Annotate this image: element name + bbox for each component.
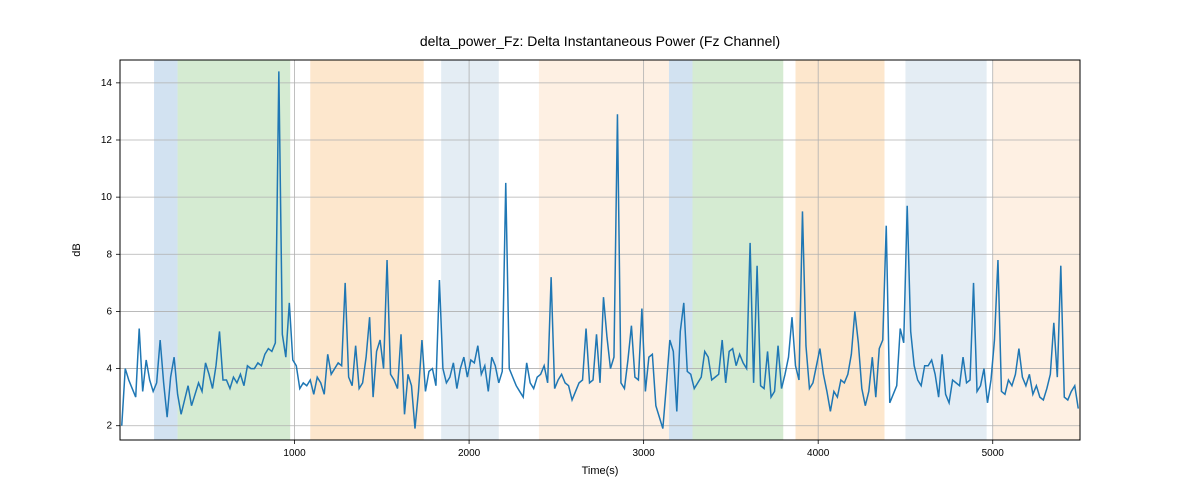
svg-text:8: 8 bbox=[106, 249, 112, 260]
chart-container: 1000 2000 3000 4000 5000 2 4 6 8 10 12 14 Time(s) dB d… bbox=[0, 0, 1200, 500]
svg-text:2000: 2000 bbox=[458, 448, 481, 459]
svg-text:4: 4 bbox=[106, 364, 112, 375]
svg-text:12: 12 bbox=[101, 135, 113, 146]
x-axis-label: Time(s) bbox=[582, 465, 619, 477]
chart-title: delta_power_Fz: Delta Instantaneous Powe… bbox=[420, 33, 780, 49]
svg-text:2: 2 bbox=[106, 421, 112, 432]
svg-text:5000: 5000 bbox=[982, 448, 1005, 459]
y-axis-label: dB bbox=[71, 243, 83, 256]
svg-text:1000: 1000 bbox=[283, 448, 306, 459]
svg-text:14: 14 bbox=[101, 78, 113, 89]
svg-text:4000: 4000 bbox=[807, 448, 830, 459]
svg-text:6: 6 bbox=[106, 306, 112, 317]
svg-text:3000: 3000 bbox=[633, 448, 656, 459]
svg-text:10: 10 bbox=[101, 192, 113, 203]
line-chart-svg: 1000 2000 3000 4000 5000 2 4 6 8 10 12 14 Time(s) dB d… bbox=[0, 0, 1200, 500]
